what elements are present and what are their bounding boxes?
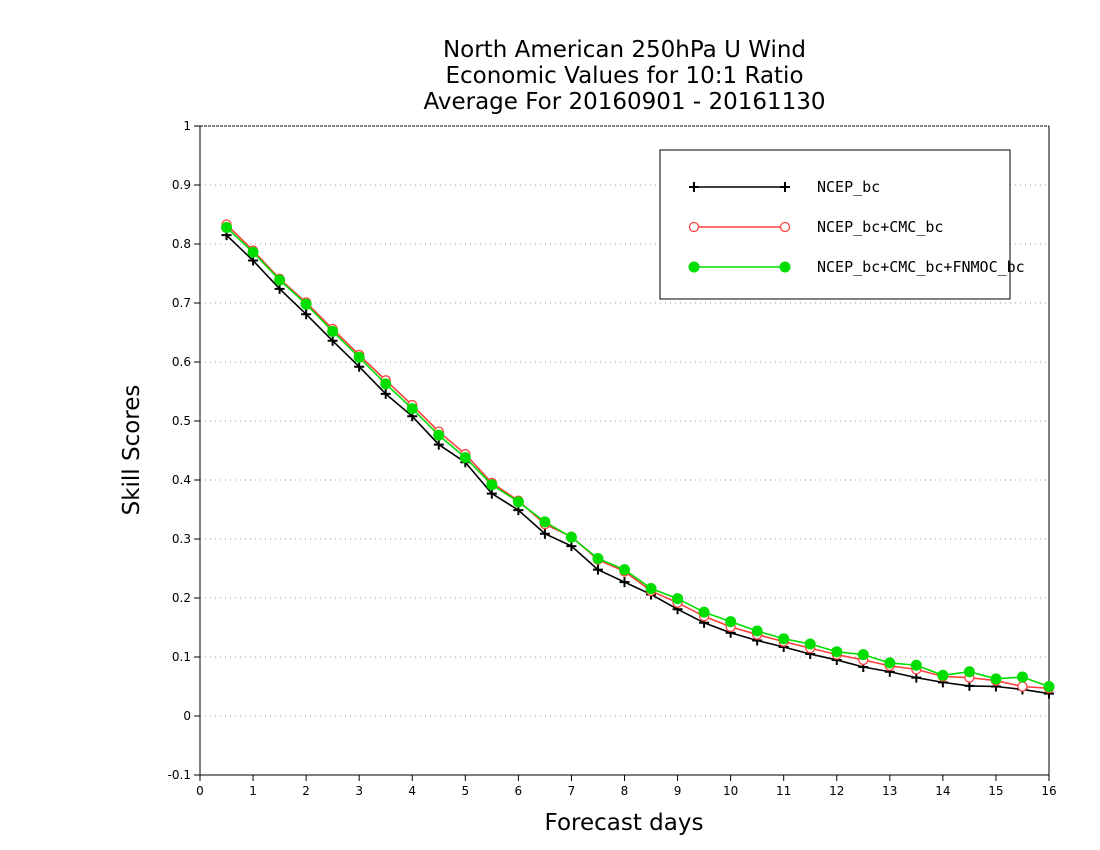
x-tick-label-10: 10 bbox=[723, 784, 738, 798]
series-2-point-20 bbox=[751, 625, 763, 637]
series-0-point-10 bbox=[486, 488, 497, 499]
series-2-point-27 bbox=[937, 669, 949, 681]
series-1-point-30 bbox=[1017, 681, 1028, 692]
series-0-point-14 bbox=[592, 564, 603, 575]
legend-marker-end-1 bbox=[779, 221, 791, 233]
series-2-point-8 bbox=[433, 429, 445, 441]
y-tick-label-7: 0.6 bbox=[172, 355, 191, 369]
chart-title-line-2: Economic Values for 10:1 Ratio bbox=[445, 63, 804, 89]
series-2-point-10 bbox=[486, 479, 498, 491]
series-2-point-28 bbox=[963, 666, 975, 678]
x-tick-label-13: 13 bbox=[882, 784, 897, 798]
y-tick-label-5: 0.4 bbox=[172, 473, 191, 487]
series-2-point-18 bbox=[698, 606, 710, 618]
x-tick-label-15: 15 bbox=[988, 784, 1003, 798]
legend-label-1: NCEP_bc+CMC_bc bbox=[817, 218, 943, 236]
x-tick-label-11: 11 bbox=[776, 784, 791, 798]
series-0-point-4 bbox=[327, 335, 338, 346]
series-2-point-4 bbox=[327, 325, 339, 337]
series-2-point-6 bbox=[380, 378, 392, 390]
x-tick-label-2: 2 bbox=[302, 784, 310, 798]
chart-title-line-1: North American 250hPa U Wind bbox=[442, 37, 807, 63]
y-tick-label-4: 0.3 bbox=[172, 532, 191, 546]
x-tick-label-14: 14 bbox=[935, 784, 950, 798]
series-2-point-3 bbox=[300, 298, 312, 310]
series-line-0 bbox=[225, 234, 1050, 695]
series-2-point-12 bbox=[539, 516, 551, 528]
legend-label-2: NCEP_bc+CMC_bc+FNMOC_bc bbox=[817, 258, 1025, 276]
x-tick-label-8: 8 bbox=[621, 784, 629, 798]
x-tick-label-5: 5 bbox=[461, 784, 469, 798]
x-axis-label: Forecast days bbox=[544, 810, 704, 836]
y-tick-label-3: 0.2 bbox=[172, 591, 191, 605]
chart-title-line-3: Average For 20160901 - 20161130 bbox=[423, 89, 826, 115]
series-2-point-2 bbox=[274, 274, 286, 286]
series-2-point-24 bbox=[857, 649, 869, 661]
legend-box bbox=[659, 149, 1011, 300]
series-2-point-0 bbox=[221, 221, 233, 233]
series-2-point-9 bbox=[459, 452, 471, 464]
legend-marker-start-2 bbox=[688, 261, 700, 273]
series-2-point-16 bbox=[645, 583, 657, 595]
y-tick-label-10: 0.9 bbox=[172, 178, 191, 192]
legend-marker-end-2 bbox=[779, 261, 791, 273]
series-0-point-12 bbox=[539, 528, 550, 539]
series-2-point-11 bbox=[512, 496, 524, 508]
x-tick-label-3: 3 bbox=[355, 784, 363, 798]
y-tick-label-8: 0.7 bbox=[172, 296, 191, 310]
series-0-point-2 bbox=[274, 283, 285, 294]
y-tick-label-2: 0.1 bbox=[172, 650, 191, 664]
series-2-point-25 bbox=[884, 657, 896, 669]
legend-marker-end-0 bbox=[780, 182, 790, 192]
series-0-point-8 bbox=[433, 439, 444, 450]
y-tick-label-9: 0.8 bbox=[172, 237, 191, 251]
series-2-point-19 bbox=[725, 616, 737, 628]
legend-marker-start-1 bbox=[688, 221, 700, 233]
x-tick-label-4: 4 bbox=[408, 784, 416, 798]
series-2-point-21 bbox=[778, 633, 790, 645]
y-tick-label-0: -0.1 bbox=[168, 768, 191, 782]
x-tick-label-6: 6 bbox=[515, 784, 523, 798]
series-2-point-23 bbox=[831, 646, 843, 658]
x-tick-label-9: 9 bbox=[674, 784, 682, 798]
series-2-point-1 bbox=[247, 246, 259, 258]
y-tick-label-11: 1 bbox=[183, 119, 191, 133]
series-2-point-22 bbox=[804, 638, 816, 650]
y-tick-label-6: 0.5 bbox=[172, 414, 191, 428]
series-0-point-5 bbox=[354, 361, 365, 372]
series-2-point-15 bbox=[619, 564, 630, 576]
legend-marker-start-0 bbox=[689, 182, 699, 192]
series-2-point-30 bbox=[1016, 671, 1028, 683]
series-2-point-31 bbox=[1043, 681, 1055, 692]
series-0-point-3 bbox=[301, 309, 312, 320]
series-0-point-13 bbox=[566, 541, 577, 552]
series-2-point-26 bbox=[910, 659, 922, 671]
series-2-point-29 bbox=[990, 673, 1002, 685]
legend-label-0: NCEP_bc bbox=[817, 178, 880, 196]
series-2-point-17 bbox=[672, 593, 684, 605]
x-tick-label-7: 7 bbox=[568, 784, 576, 798]
series-2-point-7 bbox=[406, 403, 418, 415]
series-0-point-6 bbox=[380, 388, 391, 399]
x-tick-label-0: 0 bbox=[196, 784, 204, 798]
x-tick-label-16: 16 bbox=[1041, 784, 1056, 798]
series-2-point-13 bbox=[565, 531, 577, 543]
y-tick-label-1: 0 bbox=[183, 709, 191, 723]
series-2-point-5 bbox=[353, 351, 365, 363]
series-0-point-15 bbox=[619, 577, 630, 588]
x-tick-label-1: 1 bbox=[249, 784, 257, 798]
x-tick-label-12: 12 bbox=[829, 784, 844, 798]
series-2-point-14 bbox=[592, 552, 604, 564]
